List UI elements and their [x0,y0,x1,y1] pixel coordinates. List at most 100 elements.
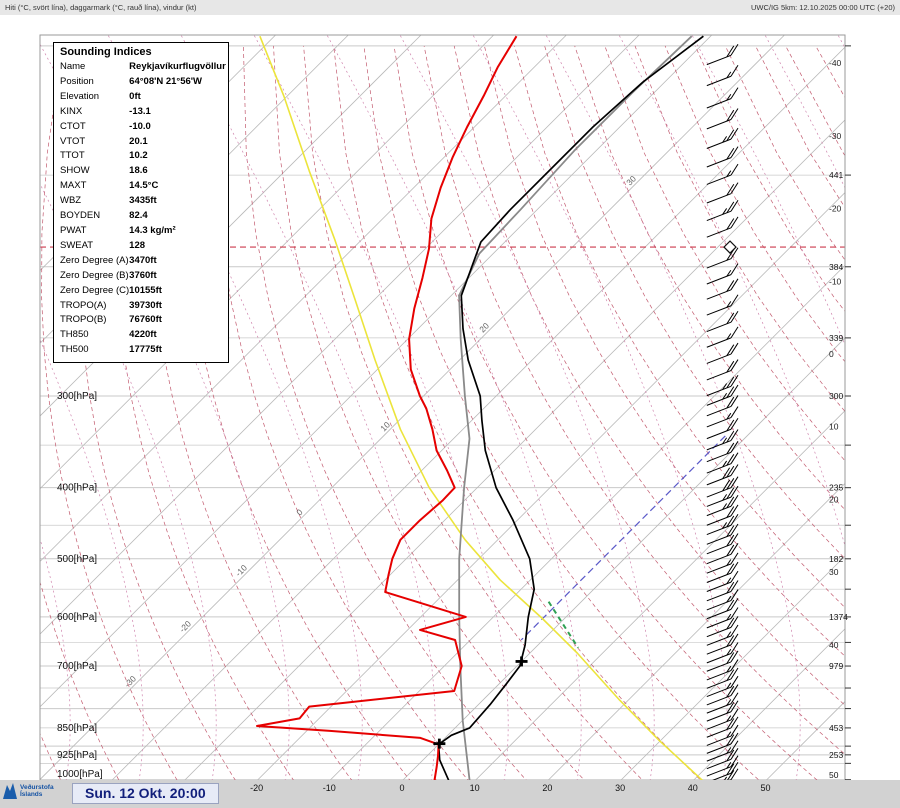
indices-row: BOYDEN 82.4 [60,209,226,224]
pressure-label: 600[hPa] [57,612,97,623]
tropopause-marker [723,240,737,254]
right-temp-label: -10 [829,276,842,286]
header-left-label: Hiti (°C, svört lína), daggarmark (°C, r… [5,3,197,12]
pressure-label: 850[hPa] [57,723,97,734]
sounding-indices-panel: Sounding Indices Name Reykjavíkurflugvöll… [53,42,229,364]
index-value: 10.2 [129,150,148,162]
pressure-label: 925[hPa] [57,750,97,761]
height-label: 1374 [829,612,848,622]
height-label: 339 [829,333,843,343]
logo-text-line2: Íslands [20,791,43,798]
height-label: 253 [829,750,843,760]
index-label: KINX [60,105,83,117]
index-value: 18.6 [129,165,148,177]
header-right-label: UWC/IG 5km: 12.10.2025 00:00 UTC (+20) [750,3,895,12]
index-label: Name [60,61,86,72]
pressure-label: 1000[hPa] [57,769,103,780]
index-value: -13.1 [129,105,151,117]
indices-row: MAXT 14.5°C [60,179,226,194]
vedurstofa-logo-icon [3,783,17,799]
index-value: 17775ft [129,344,162,356]
blue-dashed-line [520,435,726,641]
right-temp-label: -20 [829,204,842,214]
index-value: 14.3 kg/m² [129,224,176,236]
pressure-axis-labels: 300[hPa] 400[hPa] 500[hPa] 600[hPa] 700[hPa]… [57,391,103,780]
height-label: 453 [829,723,843,733]
index-label: Position [60,75,94,87]
right-temp-label: 20 [829,494,839,504]
index-label: TTOT [60,150,85,162]
dewpoint-line [256,35,518,781]
height-label: 235 [829,483,843,493]
height-label: 384 [829,262,843,272]
index-label: BOYDEN [60,210,101,222]
footer-bar: Veðurstofa Íslands Sun. 12 Okt. 20:00 [0,780,900,808]
indices-row: Zero Degree (C) 10155ft [60,284,226,299]
index-label: VTOT [60,135,86,147]
wind-barbs [706,44,739,781]
height-label: 182 [829,554,843,564]
indices-row: SHOW 18.6 [60,164,226,179]
index-label: TH850 [60,329,89,341]
right-temp-label: -30 [829,131,842,141]
index-label: SHOW [60,165,90,177]
index-value: 39730ft [129,299,162,311]
right-temp-label: 10 [829,422,839,432]
indices-row: TTOT 10.2 [60,149,226,164]
indices-row: Zero Degree (B) 3760ft [60,269,226,284]
index-value: 14.5°C [129,180,159,192]
index-label: PWAT [60,224,87,236]
index-label: CTOT [60,120,86,132]
indices-title: Sounding Indices [60,46,152,58]
index-value: -10.0 [129,120,151,132]
indices-row: TH500 17775ft [60,343,226,358]
indices-row: PWAT 14.3 kg/m² [60,224,226,239]
index-value: 10155ft [129,284,162,296]
indices-row: Position 64°08'N 21°56'W [60,75,226,90]
index-value: 3470ft [129,254,157,266]
height-label: 50 [829,770,839,780]
vedurstofa-logo: Veðurstofa Íslands [2,782,54,800]
right-temp-labels: -40 -30 -20 -10 0 10 20 30 40 [829,58,842,650]
indices-row: TROPO(A) 39730ft [60,299,226,314]
indices-row: VTOT 20.1 [60,135,226,150]
index-value: 3760ft [129,269,157,281]
index-value: 64°08'N 21°56'W [129,75,203,87]
indices-row: KINX -13.1 [60,105,226,120]
index-label: SWEAT [60,239,94,251]
index-label: Elevation [60,90,100,102]
parcel-curve-yellow [259,35,704,781]
index-label: Zero Degree (A) [60,254,129,266]
adiabat-label: 0 [294,507,305,518]
indices-table: Name Reykjavíkurflugvöllur Position 64°08'N… [60,60,226,358]
index-value: 82.4 [129,210,148,222]
indices-row: SWEAT 128 [60,239,226,254]
vedurstofa-logo-text: Veðurstofa Íslands [20,784,54,799]
pressure-label: 700[hPa] [57,661,97,672]
indices-row: WBZ 3435ft [60,194,226,209]
index-label: TROPO(B) [60,314,107,326]
index-value: Reykjavíkurflugvöllur [129,61,226,72]
height-labels: 441 384 339 300 235 182 1374 979 453 253 50 [829,45,851,781]
index-label: Zero Degree (C) [60,284,130,296]
right-temp-label: 40 [829,640,839,650]
index-label: MAXT [60,180,87,192]
indices-row: Zero Degree (A) 3470ft [60,254,226,269]
index-value: 76760ft [129,314,162,326]
logo-text-line1: Veðurstofa [20,783,54,791]
indices-row: TROPO(B) 76760ft [60,313,226,328]
index-label: WBZ [60,195,82,207]
pressure-label: 500[hPa] [57,554,97,565]
height-label: 300 [829,391,843,401]
index-label: Zero Degree (B) [60,269,129,281]
pressure-label: 300[hPa] [57,391,97,402]
height-label: 979 [829,661,843,671]
right-temp-label: -40 [829,58,842,68]
height-label: 441 [829,170,843,180]
date-label: Sun. 12 Okt. 20:00 [72,783,219,804]
index-value: 0ft [129,90,141,102]
index-label: TROPO(A) [60,299,107,311]
index-value: 20.1 [129,135,148,147]
header-bar: Hiti (°C, svört lína), daggarmark (°C, r… [0,0,900,15]
indices-row: TH850 4220ft [60,328,226,343]
